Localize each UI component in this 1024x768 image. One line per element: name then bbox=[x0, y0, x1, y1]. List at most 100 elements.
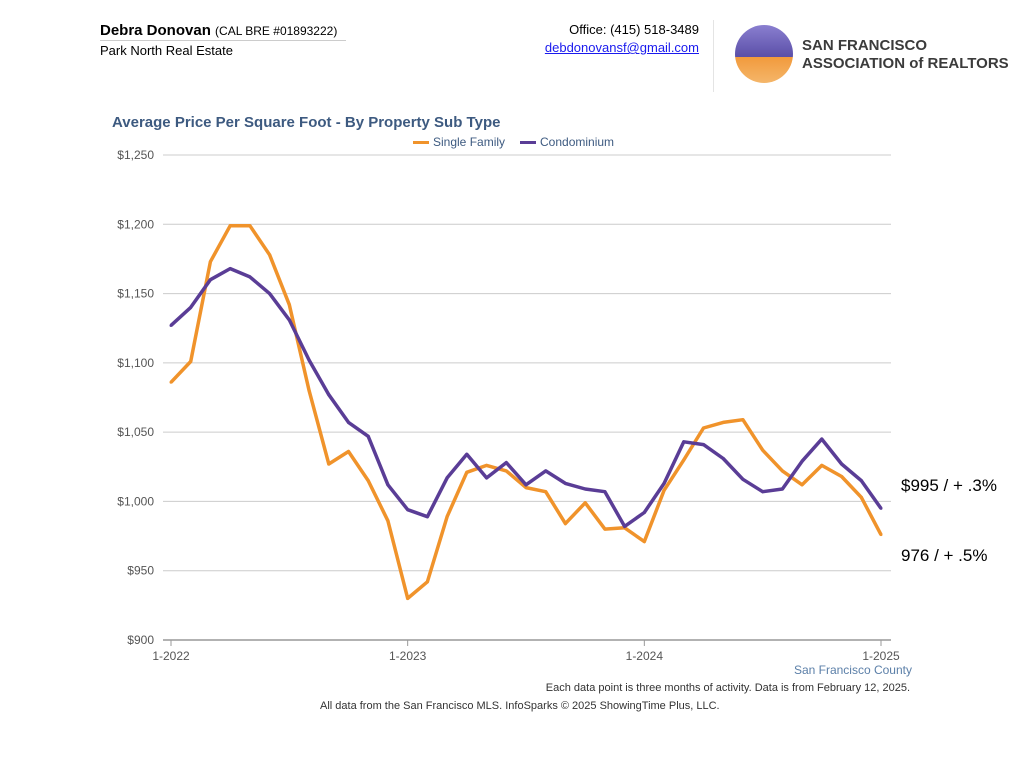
data-point bbox=[642, 540, 646, 544]
data-point bbox=[327, 393, 331, 397]
data-point bbox=[800, 459, 804, 463]
y-tick-label: $1,000 bbox=[117, 494, 154, 508]
data-point bbox=[169, 380, 173, 384]
data-point bbox=[445, 515, 449, 519]
data-point bbox=[859, 495, 863, 499]
data-point bbox=[544, 469, 548, 473]
y-tick-label: $900 bbox=[127, 633, 154, 647]
data-point bbox=[544, 490, 548, 494]
office-phone: Office: (415) 518-3489 bbox=[569, 22, 699, 37]
data-point bbox=[386, 483, 390, 487]
chart-title: Average Price Per Square Foot - By Prope… bbox=[112, 114, 501, 131]
divider bbox=[713, 20, 714, 92]
data-point bbox=[208, 278, 212, 282]
data-point bbox=[189, 305, 193, 309]
series-line-single-family bbox=[169, 223, 883, 601]
agent-name-text: Debra Donovan bbox=[100, 22, 211, 39]
data-point bbox=[840, 462, 844, 466]
data-point bbox=[879, 533, 883, 537]
data-point bbox=[780, 487, 784, 491]
company-name: Park North Real Estate bbox=[100, 43, 233, 58]
data-point bbox=[702, 443, 705, 447]
sfar-logo-icon bbox=[735, 25, 793, 83]
data-point bbox=[287, 318, 291, 322]
data-point bbox=[642, 511, 646, 515]
data-point bbox=[228, 224, 232, 228]
data-point bbox=[721, 420, 725, 424]
legend-swatch bbox=[520, 140, 536, 144]
y-tick-label: $1,150 bbox=[117, 287, 154, 301]
data-point bbox=[445, 476, 449, 480]
data-point bbox=[761, 490, 765, 494]
legend-condominium: Condominium bbox=[520, 135, 614, 149]
data-point bbox=[741, 418, 745, 422]
end-label-single-family: 976 / + .5% bbox=[901, 546, 987, 565]
data-point bbox=[761, 448, 765, 452]
y-tick-label: $950 bbox=[127, 564, 154, 578]
data-point bbox=[228, 267, 232, 271]
data-point bbox=[366, 434, 370, 438]
data-point bbox=[603, 527, 607, 531]
email-link[interactable]: debdonovansf@gmail.com bbox=[544, 40, 699, 55]
legend-label: Condominium bbox=[540, 135, 615, 149]
data-point bbox=[248, 275, 252, 279]
data-point bbox=[682, 440, 686, 444]
y-tick-label: $1,100 bbox=[117, 356, 154, 370]
legend-single-family: Single Family bbox=[413, 135, 505, 149]
data-point bbox=[347, 450, 350, 454]
end-label-condominium: $995 / + .3% bbox=[901, 476, 997, 495]
data-point bbox=[524, 486, 528, 490]
data-point bbox=[682, 458, 686, 462]
x-tick-label: 1-2025 bbox=[862, 649, 900, 663]
data-point bbox=[879, 506, 883, 510]
data-point bbox=[485, 476, 489, 480]
data-point bbox=[820, 463, 824, 467]
data-point bbox=[504, 461, 508, 465]
data-point bbox=[820, 437, 824, 441]
data-point bbox=[504, 469, 508, 473]
agent-license: (CAL BRE #01893222) bbox=[215, 24, 338, 38]
data-point bbox=[406, 508, 410, 512]
data-point bbox=[583, 501, 587, 505]
county-label: San Francisco County bbox=[793, 663, 912, 677]
logo-text-line2: ASSOCIATION of REALTORS bbox=[802, 55, 1009, 72]
legend-label: Single Family bbox=[433, 135, 506, 149]
data-point bbox=[859, 479, 863, 483]
data-point bbox=[307, 358, 311, 362]
data-point bbox=[662, 481, 666, 485]
data-point bbox=[623, 524, 627, 528]
data-point bbox=[327, 462, 331, 466]
data-point bbox=[465, 452, 469, 456]
data-point bbox=[425, 580, 429, 584]
data-point bbox=[347, 420, 350, 424]
agent-name: Debra Donovan (CAL BRE #01893222) bbox=[100, 22, 337, 39]
data-point bbox=[169, 323, 173, 327]
logo-text-line1: SAN FRANCISCO bbox=[802, 37, 928, 54]
divider bbox=[100, 40, 346, 41]
data-point bbox=[307, 389, 311, 393]
data-point bbox=[840, 474, 844, 478]
data-point bbox=[366, 479, 370, 483]
data-point bbox=[268, 253, 272, 257]
data-point bbox=[563, 481, 567, 485]
logo-text: SAN FRANCISCO ASSOCIATION of REALTORS bbox=[802, 37, 1009, 73]
data-source: All data from the San Francisco MLS. Inf… bbox=[320, 700, 720, 712]
data-point bbox=[563, 522, 567, 526]
data-point bbox=[721, 456, 725, 460]
data-point bbox=[465, 470, 469, 474]
data-point bbox=[662, 488, 666, 492]
data-point bbox=[287, 303, 291, 307]
data-note: Each data point is three months of activ… bbox=[545, 682, 910, 694]
x-tick-label: 1-2023 bbox=[389, 649, 427, 663]
data-point bbox=[583, 487, 587, 491]
y-tick-label: $1,250 bbox=[117, 148, 154, 162]
data-point bbox=[268, 292, 272, 296]
data-point bbox=[524, 483, 528, 487]
legend-swatch bbox=[413, 140, 429, 144]
data-point bbox=[702, 426, 705, 430]
x-tick-label: 1-2024 bbox=[626, 649, 664, 663]
y-tick-label: $1,200 bbox=[117, 217, 154, 231]
data-point bbox=[741, 477, 745, 481]
data-point bbox=[386, 519, 390, 523]
